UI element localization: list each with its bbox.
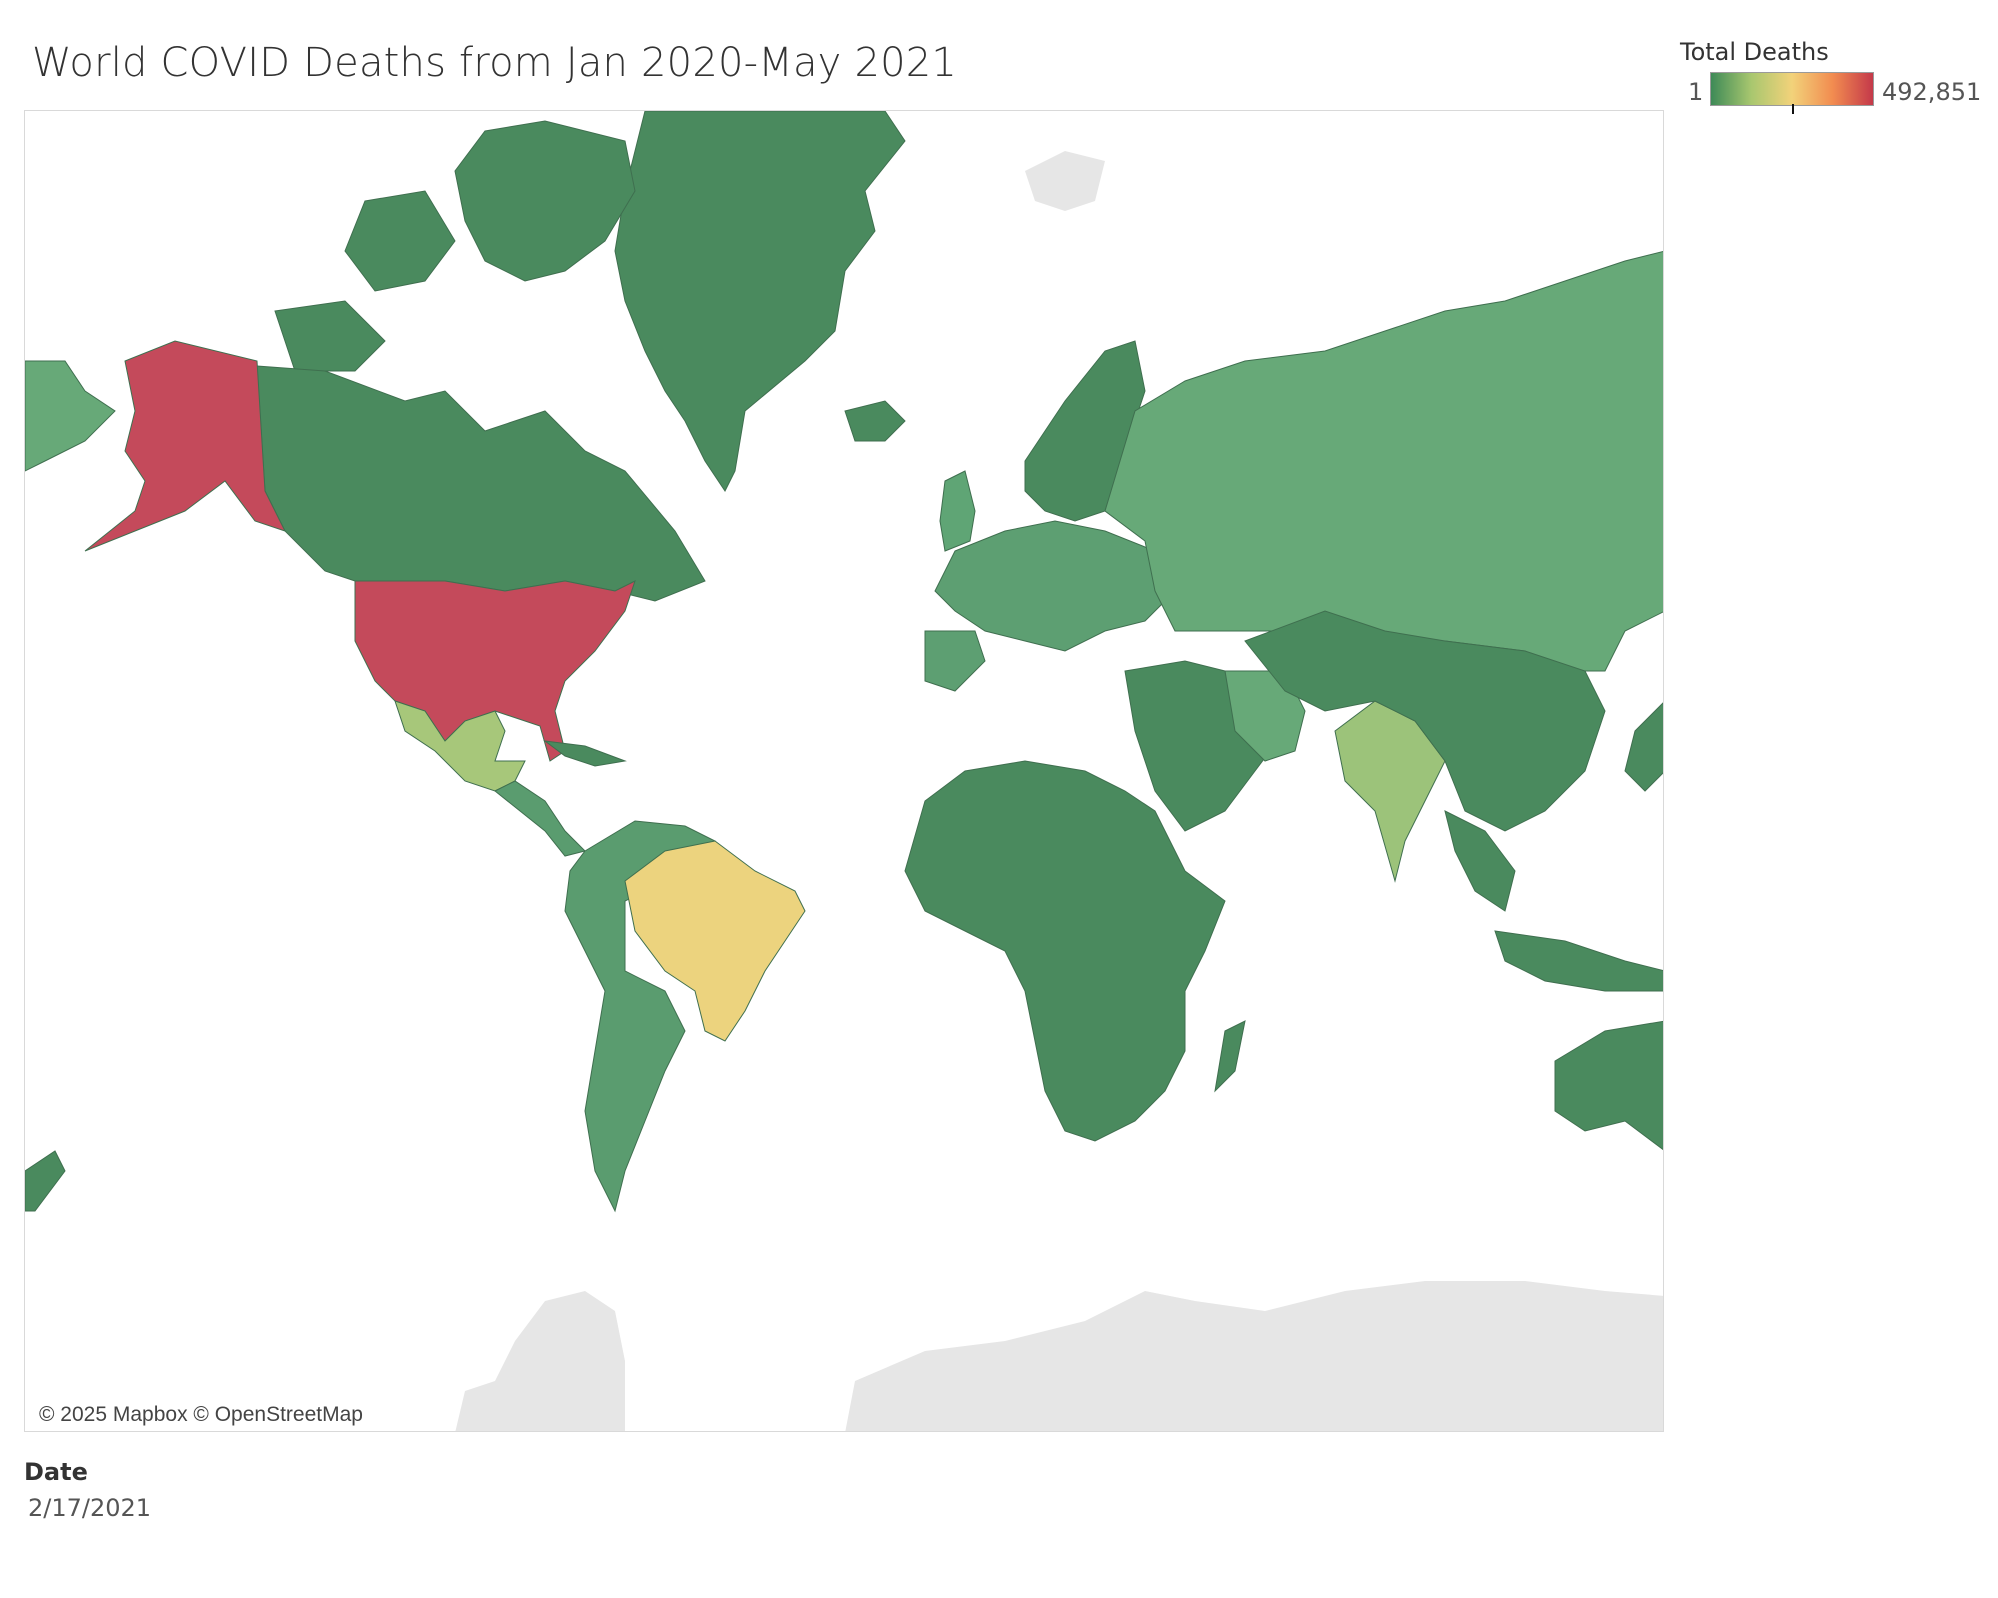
- africa-shape[interactable]: [904, 760, 1226, 1142]
- legend-title: Total Deaths: [1680, 38, 1829, 66]
- caribbean-shape[interactable]: [543, 740, 627, 767]
- mexico-shape[interactable]: [394, 700, 526, 792]
- russia-west-edge-shape[interactable]: [25, 360, 116, 472]
- canada-shape[interactable]: [256, 365, 706, 602]
- legend-gradient-bar: [1710, 72, 1874, 106]
- greenland-shape[interactable]: [614, 111, 906, 492]
- legend-min-label: 1: [1688, 78, 1704, 106]
- svalbard-shape: [1025, 151, 1105, 211]
- chart-title: World COVID Deaths from Jan 2020-May 202…: [32, 40, 958, 86]
- date-filter-value[interactable]: 2/17/2021: [28, 1494, 152, 1522]
- date-filter-label: Date: [24, 1458, 88, 1486]
- brazil-shape[interactable]: [624, 840, 806, 1042]
- uk-shape[interactable]: [939, 470, 976, 552]
- iceland-shape[interactable]: [844, 400, 906, 442]
- central-america-shape[interactable]: [494, 780, 586, 857]
- china-shape[interactable]: [1244, 610, 1606, 832]
- alaska-shape[interactable]: [84, 340, 286, 552]
- russia-shape[interactable]: [1104, 250, 1664, 672]
- map-attribution: © 2025 Mapbox © OpenStreetMap: [25, 1399, 373, 1431]
- europe-shape[interactable]: [934, 520, 1176, 652]
- iberia-shape[interactable]: [924, 630, 986, 692]
- legend-max-label: 492,851: [1882, 78, 1982, 106]
- antarctica-shape: [455, 1281, 1663, 1431]
- japan-shape[interactable]: [1624, 701, 1664, 792]
- australia-shape[interactable]: [1554, 1020, 1664, 1151]
- canada-islands-shape[interactable]: [274, 120, 636, 372]
- world-map[interactable]: © 2025 Mapbox © OpenStreetMap: [24, 110, 1664, 1432]
- madagascar-shape[interactable]: [1214, 1020, 1246, 1093]
- map-canvas[interactable]: [25, 111, 1664, 1432]
- legend-tick: [1792, 104, 1794, 114]
- southeast-asia-shape[interactable]: [1444, 810, 1664, 992]
- color-legend: Total Deaths 1 492,851: [1672, 34, 1982, 114]
- new-zealand-shape[interactable]: [25, 1150, 66, 1212]
